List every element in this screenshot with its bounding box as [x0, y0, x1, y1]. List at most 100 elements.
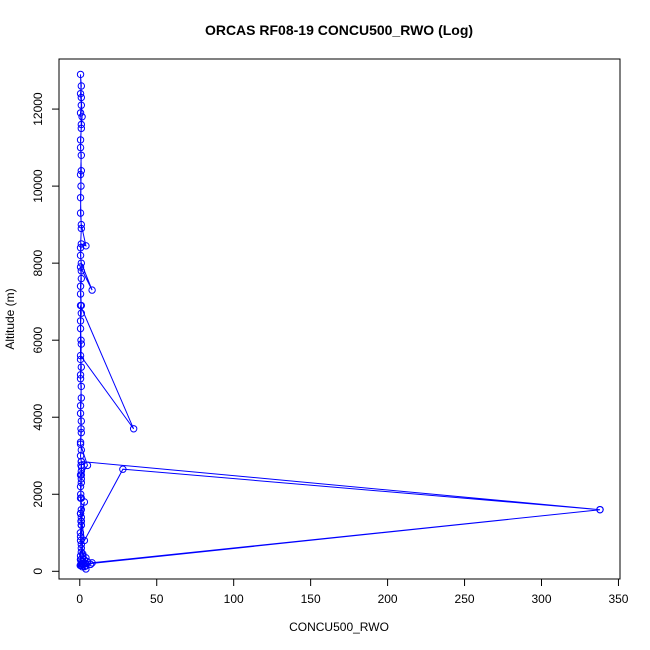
data-point — [76, 282, 85, 290]
data-point — [77, 544, 86, 552]
data-point — [77, 267, 86, 275]
data-point — [80, 536, 89, 545]
data-point — [76, 89, 85, 98]
data-point — [76, 532, 85, 541]
data-point — [77, 428, 86, 437]
data-point — [76, 355, 85, 364]
data-point — [77, 224, 86, 233]
data-point — [119, 465, 127, 473]
data-point — [76, 290, 85, 298]
data-point — [77, 494, 86, 502]
data-point — [77, 340, 86, 348]
data-point — [77, 274, 86, 283]
data-point — [77, 151, 86, 159]
data-point — [77, 467, 86, 475]
data-point — [76, 351, 85, 360]
data-point — [76, 556, 85, 564]
data-point — [77, 394, 86, 402]
data-point — [77, 301, 86, 310]
data-point — [76, 561, 85, 569]
data-point — [76, 401, 85, 410]
data-point — [77, 446, 86, 454]
data-point — [77, 490, 85, 498]
data-point — [77, 417, 86, 425]
data-point — [76, 375, 85, 383]
x-tick-label: 0 — [76, 592, 83, 606]
data-point — [77, 517, 85, 525]
x-tick-label: 250 — [455, 592, 475, 606]
data-point — [76, 440, 85, 448]
x-tick-label: 100 — [224, 592, 244, 606]
data-point — [77, 505, 86, 514]
plot-frame — [58, 58, 621, 580]
data-point — [76, 529, 85, 537]
data-point — [76, 509, 85, 518]
data-point — [76, 70, 85, 79]
x-axis-label: CONCU500_RWO — [289, 620, 389, 634]
y-axis: 0 2000 4000 6000 8000 10000 12000 — [31, 92, 60, 575]
data-point — [76, 263, 85, 271]
data-point — [77, 548, 86, 556]
chart-title: ORCAS RF08-19 CONCU500_RWO (Log) — [205, 22, 473, 38]
x-tick-label: 50 — [150, 592, 164, 606]
x-axis: 0 50 100 150 200 250 300 350 — [76, 578, 629, 606]
data-point — [76, 438, 85, 446]
x-tick-label: 350 — [608, 592, 628, 606]
data-point — [77, 475, 86, 483]
data-point — [76, 170, 85, 179]
data-point — [76, 324, 85, 333]
data-point — [77, 479, 86, 487]
data-point — [76, 317, 85, 325]
data-point — [77, 101, 86, 109]
data-point — [77, 259, 86, 267]
y-tick-label: 6000 — [31, 327, 45, 354]
x-tick-label: 150 — [301, 592, 321, 606]
y-axis-label: Altitude (m) — [3, 288, 17, 349]
data-point — [76, 409, 85, 418]
data-point — [86, 560, 95, 569]
data-point — [596, 505, 604, 514]
data-point — [82, 559, 90, 568]
y-tick-label: 8000 — [31, 249, 45, 276]
data-point — [77, 425, 85, 433]
data-point — [77, 182, 85, 190]
data-point — [77, 240, 86, 248]
y-tick-label: 10000 — [31, 169, 45, 203]
data-point — [76, 251, 85, 260]
data-point — [83, 461, 92, 470]
data-point — [76, 209, 85, 217]
data-point — [88, 286, 96, 294]
data-point — [77, 382, 86, 391]
data-point — [77, 93, 86, 102]
data-point — [76, 482, 85, 491]
data-point — [77, 513, 86, 522]
data-point — [77, 521, 86, 529]
series-line — [79, 74, 601, 570]
data-point — [76, 536, 85, 545]
y-tick-label: 4000 — [31, 404, 45, 431]
data-point — [76, 371, 85, 379]
y-tick-label: 0 — [31, 568, 45, 575]
data-point — [76, 143, 85, 152]
series-layer — [76, 70, 604, 573]
data-point — [129, 425, 138, 433]
data-point — [77, 120, 86, 129]
data-point — [77, 82, 86, 90]
data-point — [78, 113, 86, 121]
data-point — [79, 552, 87, 560]
data-point — [77, 457, 86, 466]
data-point — [77, 471, 86, 479]
data-point — [76, 244, 85, 252]
y-tick-label: 2000 — [31, 481, 45, 508]
data-point — [76, 452, 85, 460]
data-point — [76, 193, 85, 202]
x-tick-label: 200 — [378, 592, 398, 606]
data-point — [76, 136, 85, 144]
data-point — [76, 109, 85, 117]
data-point — [77, 336, 85, 344]
data-point — [77, 220, 86, 229]
data-point — [77, 363, 86, 371]
data-point — [77, 124, 86, 133]
y-tick-label: 12000 — [31, 92, 45, 126]
